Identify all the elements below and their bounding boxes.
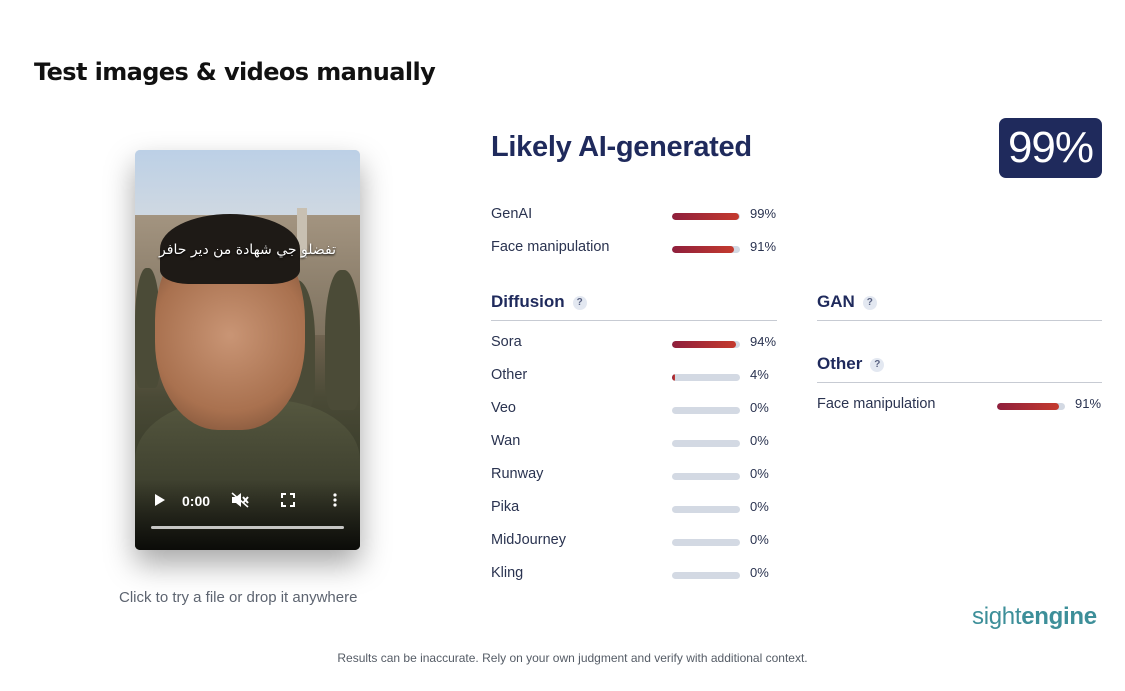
score-bar bbox=[672, 473, 740, 480]
verdict-title: Likely AI-generated bbox=[491, 131, 752, 163]
other-row-face-manipulation: Face manipulation 91% bbox=[817, 396, 1107, 416]
score-bar bbox=[672, 572, 740, 579]
score-bar-fill bbox=[672, 246, 734, 253]
help-icon[interactable]: ? bbox=[572, 295, 587, 310]
diffusion-row-wan: Wan 0% bbox=[491, 433, 781, 453]
row-percent: 0% bbox=[750, 565, 769, 580]
score-bar bbox=[672, 440, 740, 447]
brand-part1: sight bbox=[972, 603, 1022, 630]
row-label: Pika bbox=[491, 499, 520, 515]
row-percent: 4% bbox=[750, 367, 769, 382]
play-icon[interactable] bbox=[153, 492, 167, 511]
mute-icon[interactable] bbox=[231, 492, 249, 511]
score-bar-fill bbox=[672, 374, 675, 381]
brand-logo[interactable]: sightengine bbox=[972, 603, 1097, 631]
row-percent: 0% bbox=[750, 499, 769, 514]
gan-heading-label: GAN bbox=[817, 292, 855, 311]
score-bar bbox=[672, 374, 740, 381]
fullscreen-icon[interactable] bbox=[281, 493, 295, 510]
row-label: MidJourney bbox=[491, 532, 566, 548]
row-percent: 94% bbox=[750, 334, 777, 349]
disclaimer: Results can be inaccurate. Rely on your … bbox=[337, 651, 808, 665]
more-options-icon[interactable] bbox=[333, 493, 337, 510]
other-heading: Other? bbox=[817, 354, 885, 374]
diffusion-divider bbox=[491, 320, 777, 321]
score-bar bbox=[997, 403, 1065, 410]
row-percent: 0% bbox=[750, 400, 769, 415]
other-divider bbox=[817, 382, 1102, 383]
row-label: Other bbox=[491, 367, 528, 383]
score-bar bbox=[672, 506, 740, 513]
diffusion-row-other: Other 4% bbox=[491, 367, 781, 387]
row-label: Wan bbox=[491, 433, 521, 449]
row-percent: 91% bbox=[750, 239, 777, 254]
video-progress-bar[interactable] bbox=[151, 526, 344, 529]
score-bar bbox=[672, 341, 740, 348]
score-bar bbox=[672, 539, 740, 546]
drop-hint[interactable]: Click to try a file or drop it anywhere bbox=[119, 589, 358, 606]
row-label: Face manipulation bbox=[817, 396, 936, 412]
brand-part2: engine bbox=[1021, 603, 1097, 630]
video-frame-hair bbox=[160, 214, 300, 284]
help-icon[interactable]: ? bbox=[870, 357, 885, 372]
row-label: Runway bbox=[491, 466, 544, 482]
row-label: GenAI bbox=[491, 206, 533, 222]
diffusion-heading: Diffusion? bbox=[491, 292, 587, 312]
summary-row-face-manipulation: Face manipulation 91% bbox=[491, 239, 781, 259]
diffusion-row-sora: Sora 94% bbox=[491, 334, 781, 354]
diffusion-row-runway: Runway 0% bbox=[491, 466, 781, 486]
score-bar bbox=[672, 246, 740, 253]
diffusion-heading-label: Diffusion bbox=[491, 292, 565, 311]
row-percent: 99% bbox=[750, 206, 777, 221]
video-frame-soldier bbox=[325, 270, 360, 410]
row-label: Kling bbox=[491, 565, 524, 581]
score-bar-fill bbox=[997, 403, 1059, 410]
score-bar-fill bbox=[672, 341, 736, 348]
video-time: 0:00 bbox=[182, 493, 211, 509]
row-percent: 0% bbox=[750, 433, 769, 448]
help-icon[interactable]: ? bbox=[862, 295, 877, 310]
diffusion-row-midjourney: MidJourney 0% bbox=[491, 532, 781, 552]
score-bar bbox=[672, 407, 740, 414]
video-player[interactable]: تفضلو جي شهادة من دير حافر 0:00 bbox=[135, 150, 360, 550]
row-percent: 91% bbox=[1075, 396, 1102, 411]
score-bar-fill bbox=[672, 213, 740, 220]
score-bar bbox=[672, 213, 740, 220]
diffusion-row-pika: Pika 0% bbox=[491, 499, 781, 519]
page-title: Test images & videos manually bbox=[34, 58, 436, 86]
row-label: Face manipulation bbox=[491, 239, 610, 255]
score-badge: 99% bbox=[999, 118, 1102, 178]
row-label: Veo bbox=[491, 400, 516, 416]
diffusion-row-kling: Kling 0% bbox=[491, 565, 781, 585]
summary-row-genai: GenAI 99% bbox=[491, 206, 781, 226]
video-caption: تفضلو جي شهادة من دير حافر bbox=[159, 242, 336, 258]
row-label: Sora bbox=[491, 334, 522, 350]
video-controls bbox=[135, 480, 360, 550]
gan-heading: GAN? bbox=[817, 292, 877, 312]
video-frame-tower bbox=[297, 208, 307, 258]
gan-divider bbox=[817, 320, 1102, 321]
row-percent: 0% bbox=[750, 466, 769, 481]
row-percent: 0% bbox=[750, 532, 769, 547]
other-heading-label: Other bbox=[817, 354, 863, 373]
diffusion-row-veo: Veo 0% bbox=[491, 400, 781, 420]
